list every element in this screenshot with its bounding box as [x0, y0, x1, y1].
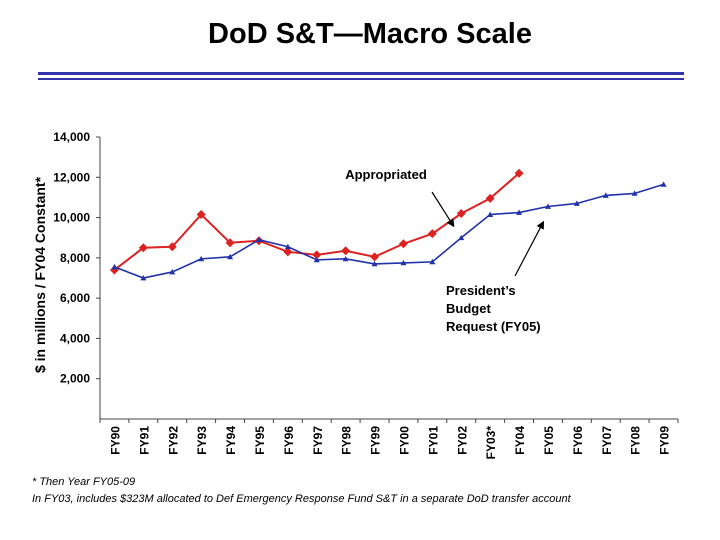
x-tick-label: FY98 — [340, 426, 354, 455]
x-tick-label: FY05 — [542, 426, 556, 455]
y-tick-label: 2,000 — [60, 372, 90, 386]
x-tick-label: FY93 — [195, 426, 209, 455]
x-tick-label: FY91 — [137, 426, 151, 455]
data-point — [198, 255, 205, 262]
x-tick-label: FY03* — [484, 426, 498, 460]
data-point — [487, 211, 494, 217]
x-tick-label: FY02 — [455, 426, 469, 455]
footnote-line-2: In FY03, includes $323M allocated to Def… — [32, 493, 571, 505]
budget-request-label-box — [442, 280, 570, 340]
series-line — [114, 183, 664, 279]
x-tick-label: FY92 — [166, 426, 180, 455]
budget-request-label-line-2: Budget — [446, 301, 491, 316]
x-tick-label: FY90 — [108, 426, 122, 455]
data-point — [631, 190, 638, 196]
data-point — [313, 256, 320, 263]
data-point — [167, 242, 177, 252]
x-tick-label: FY06 — [571, 426, 585, 455]
x-tick-label: FY94 — [224, 426, 238, 455]
data-point — [140, 275, 147, 281]
y-tick-label: 10,000 — [53, 211, 90, 225]
data-point — [429, 258, 436, 265]
y-tick-label: 14,000 — [53, 130, 90, 144]
x-tick-label: FY97 — [311, 426, 325, 455]
appropriated-label-box — [334, 164, 438, 186]
data-point — [400, 259, 407, 266]
x-tick-label: FY96 — [282, 426, 296, 455]
x-tick-label: FY04 — [513, 426, 527, 455]
data-point — [283, 247, 293, 257]
data-point — [514, 168, 524, 178]
y-tick-label: 8,000 — [60, 251, 90, 265]
data-point — [196, 210, 206, 220]
data-point — [398, 239, 408, 249]
data-point — [342, 255, 349, 262]
data-point — [602, 192, 609, 198]
data-point — [660, 181, 667, 187]
title-rule-top — [38, 72, 684, 75]
data-point — [516, 209, 523, 215]
x-tick-label: FY01 — [426, 426, 440, 455]
appropriated-label: Appropriated — [345, 167, 427, 182]
data-point — [227, 253, 234, 260]
data-point — [255, 236, 262, 243]
data-point — [225, 238, 235, 248]
series-budget-request — [111, 181, 667, 281]
x-tick-label: FY00 — [397, 426, 411, 455]
x-tick-labels: FY90 FY91 FY92 FY93 FY94 FY95 FY96 FY97 FY98 FY99… — [99, 419, 679, 460]
budget-request-arrow — [514, 220, 544, 277]
data-point — [458, 234, 465, 241]
y-tick-label: 12,000 — [53, 170, 90, 184]
data-point — [284, 243, 291, 250]
x-tick-label: FY07 — [600, 426, 614, 455]
footnote: * Then Year FY05-09 In FY03, includes $3… — [32, 474, 712, 508]
appropriated-arrow — [431, 191, 455, 228]
series-layer — [109, 168, 667, 281]
y-tick-label: 4,000 — [60, 331, 90, 345]
data-point — [111, 263, 118, 270]
data-point — [370, 252, 380, 262]
x-tick-label: FY08 — [629, 426, 643, 455]
x-tick-label: FY09 — [658, 426, 672, 455]
line-chart: 2,000 4,000 6,000 8,000 10,000 12,000 14,000 F… — [32, 130, 679, 460]
data-point — [485, 193, 495, 203]
data-point — [138, 243, 148, 253]
y-tick-labels: 2,000 4,000 6,000 8,000 10,000 12,000 14,000 — [53, 130, 100, 386]
data-point — [573, 200, 580, 206]
data-point — [169, 268, 176, 275]
data-point — [371, 260, 378, 267]
page-title: DoD S&T—Macro Scale — [208, 18, 532, 50]
y-tick-label: 6,000 — [60, 291, 90, 305]
data-point — [427, 229, 437, 239]
title-rule-bottom — [38, 78, 684, 80]
budget-request-label-line-3: Request (FY05) — [446, 319, 541, 334]
y-axis-label: $ in millions / FY04 Constant* — [32, 176, 48, 373]
data-point — [312, 250, 322, 260]
data-point — [544, 203, 551, 209]
x-tick-label: FY99 — [369, 426, 383, 455]
data-point — [456, 209, 466, 219]
data-point — [341, 246, 351, 256]
x-tick-label: FY95 — [253, 426, 267, 455]
budget-request-label-line-1: President’s — [446, 283, 516, 298]
annotation-layer: Appropriated President’s Budget Request … — [334, 164, 570, 340]
footnote-line-1: * Then Year FY05-09 — [32, 476, 136, 488]
